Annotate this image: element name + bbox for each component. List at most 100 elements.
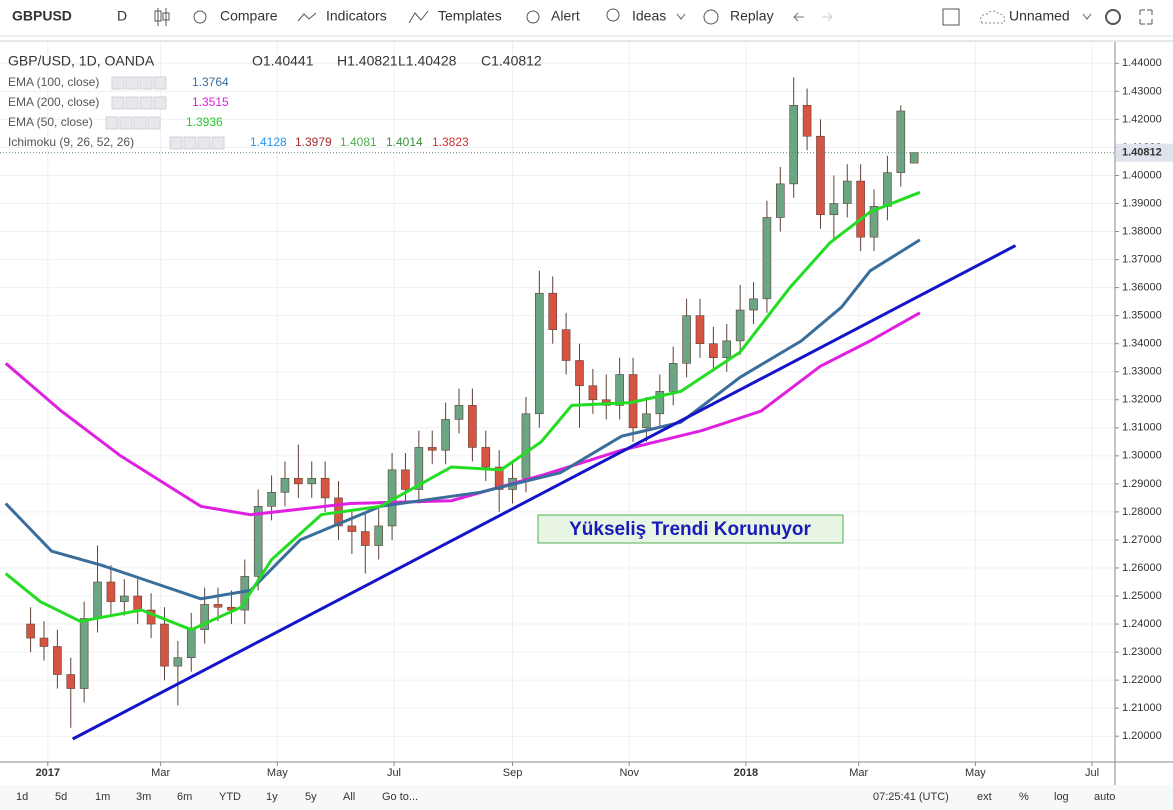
study-control[interactable] <box>111 96 125 110</box>
study-control[interactable] <box>125 96 139 110</box>
templates-button[interactable]: Templates <box>438 8 502 24</box>
y-tick-label: 1.27000 <box>1122 534 1162 546</box>
alert-icon[interactable] <box>526 10 540 24</box>
undo-button[interactable] <box>793 12 804 22</box>
indicators-icon[interactable] <box>297 12 317 22</box>
replay-icon[interactable] <box>703 9 719 25</box>
study-value: 1.4081 <box>340 135 377 149</box>
chart-style-icon[interactable] <box>154 8 170 26</box>
axis-option[interactable]: % <box>1019 791 1029 803</box>
study-control[interactable] <box>139 76 153 90</box>
redo-button[interactable] <box>822 12 833 22</box>
candle-body <box>883 172 892 207</box>
ideas-icon[interactable] <box>606 8 620 22</box>
x-tick-label: Mar <box>151 767 170 779</box>
candle-body <box>186 629 196 659</box>
cloud-icon[interactable] <box>980 10 1005 24</box>
candle-body <box>749 298 758 311</box>
candle-body <box>521 413 531 479</box>
ideas-dropdown[interactable] <box>676 13 686 20</box>
candle-body <box>307 477 317 485</box>
candle-body <box>53 646 62 675</box>
candle-body <box>106 581 116 602</box>
x-tick-label: May <box>965 767 986 779</box>
range-button[interactable]: 6m <box>177 791 192 803</box>
y-tick-label: 1.37000 <box>1122 253 1162 265</box>
axis-option[interactable]: auto <box>1094 791 1115 803</box>
layout-name[interactable]: Unnamed <box>1009 8 1070 24</box>
candle-body <box>642 413 651 429</box>
study-name[interactable]: Ichimoku (9, 26, 52, 26) <box>8 135 134 149</box>
range-button[interactable]: 5y <box>305 791 317 803</box>
study-control[interactable] <box>153 76 167 90</box>
chart-frame <box>0 40 1173 42</box>
study-control[interactable] <box>153 96 167 110</box>
x-tick-label: Jul <box>387 767 401 779</box>
candle-body <box>722 340 732 359</box>
range-button[interactable]: 1m <box>95 791 110 803</box>
study-value: 1.3936 <box>186 115 223 129</box>
goto-button[interactable]: Go to... <box>382 791 418 803</box>
study-control[interactable] <box>211 136 225 150</box>
templates-icon[interactable] <box>408 10 429 24</box>
annotation-box[interactable] <box>537 514 844 544</box>
study-control[interactable] <box>111 76 125 90</box>
last-price-label: 1.40812 <box>1122 147 1162 159</box>
bottom-bar-bg <box>0 785 1173 810</box>
study-value: 1.3764 <box>192 75 229 89</box>
study-name[interactable]: EMA (100, close) <box>8 75 99 89</box>
study-control[interactable] <box>125 76 139 90</box>
compare-icon[interactable] <box>193 10 207 24</box>
trend-line[interactable] <box>72 244 1017 741</box>
y-tick-label: 1.25000 <box>1122 590 1162 602</box>
settings-button[interactable] <box>1105 9 1121 25</box>
indicators-button[interactable]: Indicators <box>326 8 387 24</box>
candle-body <box>146 609 156 625</box>
study-name[interactable]: EMA (50, close) <box>8 115 93 129</box>
study-control[interactable] <box>139 96 153 110</box>
study-control[interactable] <box>169 136 183 150</box>
alert-button[interactable]: Alert <box>551 8 580 24</box>
y-tick-label: 1.34000 <box>1122 338 1162 350</box>
clock: 07:25:41 (UTC) <box>873 791 949 803</box>
replay-button[interactable]: Replay <box>730 8 774 24</box>
axes: 1.20000 1.21000 1.22000 1.23000 1.24000 1.250… <box>36 57 1173 779</box>
range-button[interactable]: YTD <box>219 791 241 803</box>
range-button[interactable]: All <box>343 791 355 803</box>
ideas-button[interactable]: Ideas <box>632 8 666 24</box>
candle-body <box>481 447 491 468</box>
axis-option[interactable]: log <box>1054 791 1069 803</box>
study-value: 1.3823 <box>432 135 469 149</box>
study-control[interactable] <box>105 116 119 130</box>
candle-body <box>535 292 544 415</box>
study-control[interactable] <box>197 136 211 150</box>
y-tick-label: 1.21000 <box>1122 702 1162 714</box>
compare-button[interactable]: Compare <box>220 8 278 24</box>
candle-body <box>79 618 89 689</box>
range-button[interactable]: 1d <box>16 791 28 803</box>
study-control[interactable] <box>133 116 147 130</box>
study-control[interactable] <box>147 116 161 130</box>
legend-title: GBP/USD, 1D, OANDA <box>8 53 155 69</box>
range-button[interactable]: 5d <box>55 791 67 803</box>
study-control[interactable] <box>119 116 133 130</box>
y-tick-label: 1.39000 <box>1122 197 1162 209</box>
candle-body <box>320 477 330 499</box>
symbol[interactable]: GBPUSD <box>12 8 72 24</box>
fullscreen-button[interactable] <box>1139 9 1153 25</box>
candle-body <box>789 105 798 185</box>
interval[interactable]: D <box>117 8 127 24</box>
axis-option[interactable]: ext <box>977 791 992 803</box>
last-price-tag <box>1116 143 1173 162</box>
x-tick-label: Mar <box>849 767 868 779</box>
range-button[interactable]: 3m <box>136 791 151 803</box>
study-control[interactable] <box>183 136 197 150</box>
study-value: 1.3515 <box>192 95 229 109</box>
layout-dropdown[interactable] <box>1082 13 1092 20</box>
study-name[interactable]: EMA (200, close) <box>8 95 99 109</box>
range-button[interactable]: 1y <box>266 791 278 803</box>
annotation-text[interactable]: Yükseliş Trendi Korunuyor <box>569 519 811 540</box>
candle-body <box>735 309 745 342</box>
candle-body <box>39 637 49 647</box>
select-icon[interactable] <box>942 8 960 26</box>
